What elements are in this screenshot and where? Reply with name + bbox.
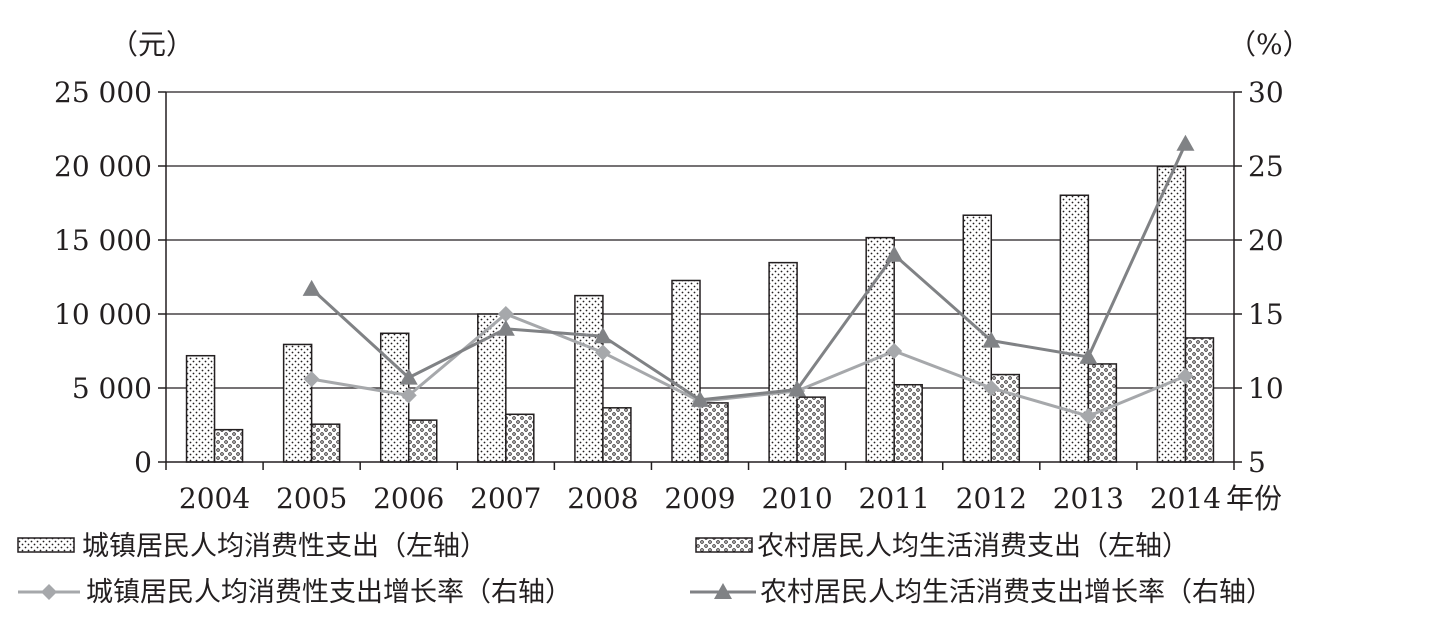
bar-urban-spending [282, 343, 313, 463]
point-rural-growth [982, 331, 1001, 348]
legend-label-urban-spending: 城镇居民人均消费性支出（左轴） [82, 531, 487, 562]
point-rural-growth [691, 390, 709, 407]
point-urban-growth [1177, 368, 1194, 385]
legend-item-urban-spending: 城镇居民人均消费性支出（左轴） [17, 531, 487, 562]
bar-urban-spending [185, 354, 216, 463]
legend-marker-triangle [714, 583, 732, 599]
bar-rural-spending [213, 428, 244, 463]
bar-urban-spending [574, 294, 604, 463]
point-rural-growth [302, 279, 321, 296]
bar-urban-spending [477, 313, 507, 463]
left-tick-label: 0 [134, 446, 152, 479]
point-urban-growth [886, 343, 903, 359]
bar-urban-spending [1059, 194, 1090, 463]
x-tick-label: 2011 [859, 482, 930, 515]
legend-label-urban-growth: 城镇居民人均消费性支出增长率（右轴） [86, 577, 572, 608]
gridlines [166, 91, 1234, 389]
bar-rural-spending [893, 383, 923, 463]
left-tick-label: 15 000 [54, 224, 152, 257]
x-tick-label: 2010 [761, 482, 832, 515]
bar-urban-spending [768, 261, 798, 463]
axes [158, 91, 1242, 470]
point-urban-growth [400, 387, 417, 404]
point-urban-growth [1080, 408, 1097, 425]
right-tick-label: 20 [1248, 224, 1284, 257]
point-rural-growth [788, 380, 807, 397]
point-rural-growth [496, 319, 515, 336]
bar-rural-spending [1184, 337, 1215, 463]
legend-label-rural-spending: 农村居民人均生活消费支出（左轴） [757, 531, 1189, 562]
right-tick-label: 15 [1248, 298, 1284, 331]
legend-item-rural-growth: 农村居民人均生活消费支出增长率（右轴） [690, 577, 1273, 608]
legend-swatch-rings [695, 537, 753, 553]
bar-urban-spending [1156, 165, 1187, 463]
legend-item-urban-growth: 城镇居民人均消费性支出增长率（右轴） [18, 577, 572, 608]
legend-label-rural-growth: 农村居民人均生活消费支出增长率（右轴） [760, 577, 1273, 608]
bar-rural-spending [310, 423, 341, 463]
left-tick-label: 10 000 [54, 298, 152, 331]
bar-rural-spending [699, 402, 729, 463]
bar-urban-spending [671, 279, 701, 463]
legend-swatch-dots [17, 537, 75, 553]
x-tick-label: 2009 [664, 482, 735, 515]
point-rural-growth [1176, 134, 1195, 151]
legend-item-rural-spending: 农村居民人均生活消费支出（左轴） [695, 531, 1189, 562]
point-rural-growth [885, 245, 904, 262]
line-rural-growth [310, 143, 1187, 402]
bar-rural-spending [602, 407, 632, 463]
x-tick-label: 2012 [956, 482, 1027, 515]
lines [302, 134, 1195, 425]
left-tick-label: 5 000 [72, 372, 152, 405]
x-tick-label: 2004 [179, 482, 250, 515]
legend: 城镇居民人均消费性支出（左轴） 农村居民人均生活消费支出（左轴） 城镇居民人均消… [17, 531, 1273, 608]
left-tick-label: 25 000 [54, 76, 152, 109]
tick-labels: 0 5 000 10 000 15 000 20 000 25 000 5 10 15 20 25 3… [54, 76, 1284, 515]
bar-urban-spending [962, 214, 993, 463]
bar-rural-spending [796, 396, 826, 463]
x-tick-label: 2007 [470, 482, 541, 515]
point-urban-growth [983, 380, 1000, 396]
right-tick-label: 5 [1248, 446, 1266, 479]
point-urban-growth [303, 371, 320, 388]
right-tick-label: 25 [1248, 150, 1284, 183]
x-tick-label: 2006 [373, 482, 444, 515]
point-rural-growth [593, 327, 612, 344]
legend-marker-diamond [41, 584, 57, 600]
bar-rural-spending [407, 419, 438, 463]
x-tick-label: 2008 [567, 482, 638, 515]
point-rural-growth [1079, 347, 1098, 364]
point-urban-growth [594, 344, 611, 361]
line-urban-growth [311, 312, 1187, 418]
x-axis-label: 年份 [1226, 482, 1282, 515]
point-rural-growth [399, 368, 418, 385]
right-tick-label: 30 [1248, 76, 1284, 109]
x-tick-label: 2014 [1150, 482, 1221, 515]
left-tick-label: 20 000 [54, 150, 152, 183]
point-urban-growth [497, 306, 514, 322]
left-axis-unit: （元） [110, 28, 194, 61]
bar-rural-spending [505, 413, 535, 463]
right-axis-unit: （%） [1228, 28, 1311, 61]
x-tick-label: 2013 [1053, 482, 1124, 515]
right-tick-label: 10 [1248, 372, 1284, 405]
x-tick-label: 2005 [276, 482, 347, 515]
